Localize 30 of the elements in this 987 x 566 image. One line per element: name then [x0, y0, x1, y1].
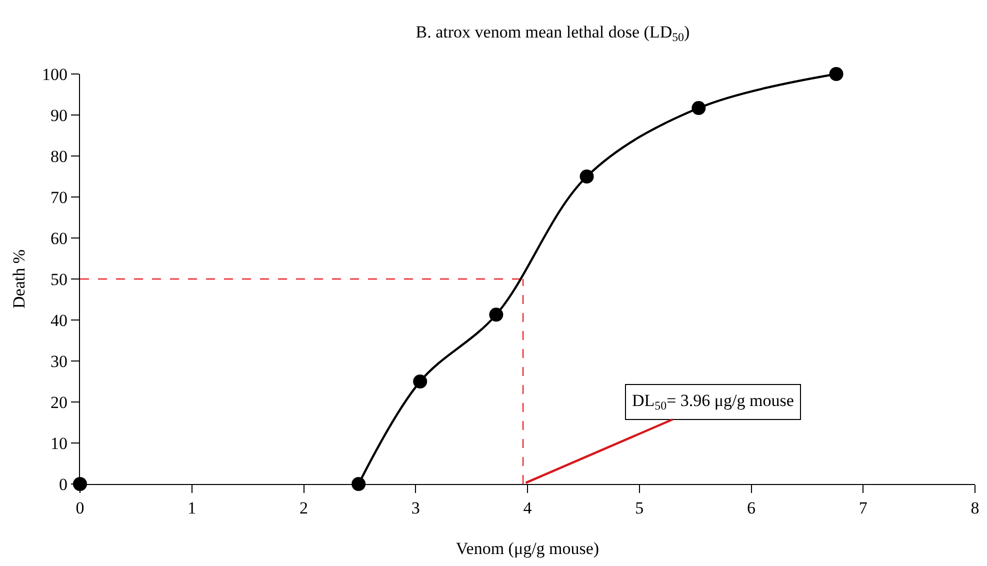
y-tick-label: 10	[50, 434, 68, 453]
y-tick-label: 0	[58, 474, 68, 494]
x-tick-label: 7	[858, 498, 868, 518]
point	[692, 101, 706, 116]
y-tick-label: 20	[50, 392, 68, 412]
x-tick-label: 6	[747, 498, 756, 518]
y-axis-title: Death %	[10, 249, 28, 309]
y-tick-label: 80	[50, 146, 68, 166]
point	[829, 67, 844, 81]
y-tick-label: 70	[50, 188, 68, 207]
y-tick-label: 50	[50, 270, 68, 289]
x-tick-label: 0	[76, 498, 84, 518]
y-tick-label: 40	[50, 310, 68, 330]
x-tick-label: 2	[300, 498, 308, 518]
y-tick-label: 100	[42, 64, 68, 84]
chart-title: B. atrox venom mean lethal dose (LD$_{50}$)	[416, 22, 690, 44]
y-tick-label: 90	[50, 106, 68, 125]
x-tick-label: 8	[970, 498, 980, 518]
annotation: DL$_{50}$= 3.96 μg/g mouse	[632, 391, 794, 413]
x-tick-label: 1	[188, 498, 196, 518]
x-tick-label: 5	[635, 498, 644, 518]
point	[580, 170, 594, 184]
x-axis-title: Venom (μg/g mouse)	[456, 538, 600, 558]
x-tick-label: 3	[411, 498, 420, 518]
x-tick-label: 4	[523, 498, 532, 518]
point	[413, 374, 428, 388]
point	[352, 477, 366, 491]
y-tick-label: 30	[50, 352, 68, 371]
y-tick-label: 60	[50, 228, 68, 248]
point	[489, 308, 504, 322]
